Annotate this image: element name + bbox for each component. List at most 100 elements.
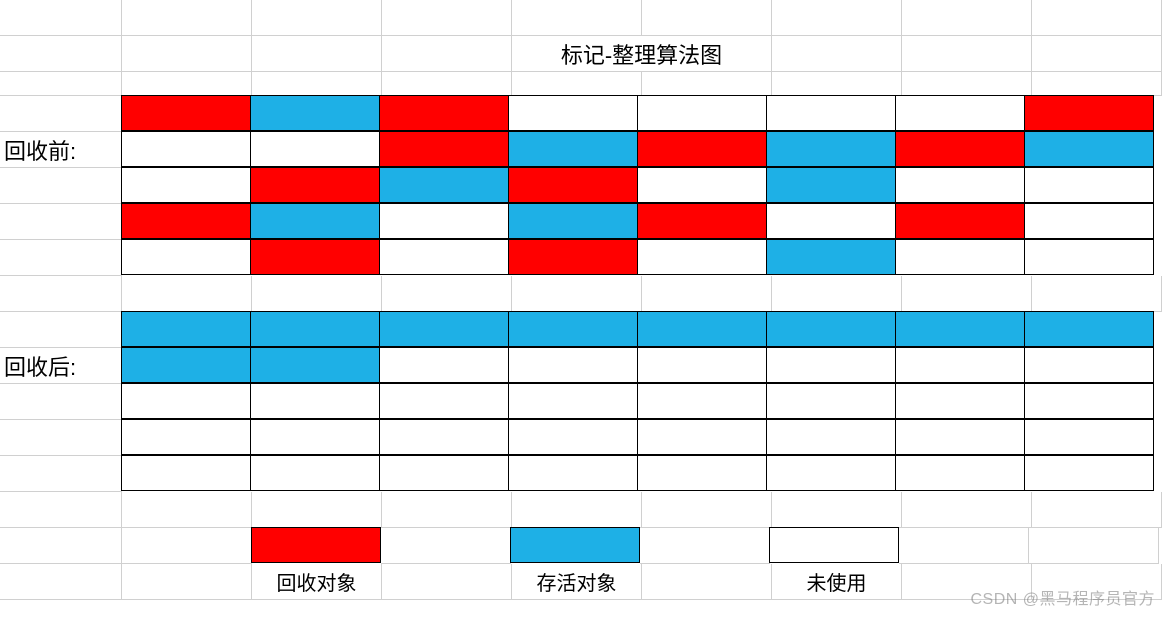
before-cell-r3-c5: [766, 203, 896, 239]
before-cell-r4-c0: [121, 239, 251, 275]
blank-cell: [1029, 528, 1159, 564]
before-cell-r3-c1: [250, 203, 380, 239]
blank-cell: [642, 0, 772, 36]
after-cell-r0-c1: [250, 311, 380, 347]
after-cell-r2-c5: [766, 383, 896, 419]
after-cell-r1-c6: [895, 347, 1025, 383]
blank-cell: [1032, 0, 1162, 36]
blank-cell: [772, 276, 902, 312]
after-cell-r3-c3: [508, 419, 638, 455]
before-cell-r0-c2: [379, 95, 509, 131]
before-cell-r1-c5: [766, 131, 896, 167]
before-cell-r0-c0: [121, 95, 251, 131]
after-cell-r4-c4: [637, 455, 767, 491]
blank-cell: [0, 456, 122, 492]
after-cell-r1-c4: [637, 347, 767, 383]
blank-cell: [902, 72, 1032, 96]
after-cell-r4-c1: [250, 455, 380, 491]
blank-cell: [0, 96, 122, 132]
blank-cell: [1032, 564, 1162, 600]
before-cell-r2-c5: [766, 167, 896, 203]
blank-cell: [122, 492, 252, 528]
before-cell-r0-c1: [250, 95, 380, 131]
legend-label-recycle: 回收对象: [252, 564, 382, 600]
after-cell-r1-c0: [121, 347, 251, 383]
before-cell-r3-c0: [121, 203, 251, 239]
after-cell-r0-c3: [508, 311, 638, 347]
legend-label-unused: 未使用: [772, 564, 902, 600]
before-cell-r2-c3: [508, 167, 638, 203]
legend-swatch-unused: [769, 527, 899, 563]
before-cell-r0-c3: [508, 95, 638, 131]
blank-cell: [0, 492, 122, 528]
legend-swatch-survive: [510, 527, 640, 563]
after-cell-r1-c7: [1024, 347, 1154, 383]
blank-cell: [382, 36, 512, 72]
before-cell-r4-c5: [766, 239, 896, 275]
blank-cell: [0, 276, 122, 312]
blank-cell: [902, 564, 1032, 600]
before-cell-r2-c1: [250, 167, 380, 203]
before-cell-r0-c7: [1024, 95, 1154, 131]
blank-cell: [0, 384, 122, 420]
before-cell-r2-c7: [1024, 167, 1154, 203]
after-cell-r4-c5: [766, 455, 896, 491]
blank-cell: [122, 528, 252, 564]
blank-cell: [381, 528, 511, 564]
before-cell-r3-c2: [379, 203, 509, 239]
blank-cell: [252, 0, 382, 36]
before-cell-r0-c6: [895, 95, 1025, 131]
before-cell-r3-c7: [1024, 203, 1154, 239]
before-cell-r1-c6: [895, 131, 1025, 167]
blank-cell: [1032, 276, 1162, 312]
blank-cell: [0, 168, 122, 204]
blank-cell: [512, 0, 642, 36]
after-cell-r4-c6: [895, 455, 1025, 491]
after-cell-r4-c7: [1024, 455, 1154, 491]
blank-cell: [0, 528, 122, 564]
blank-cell: [642, 492, 772, 528]
before-cell-r1-c3: [508, 131, 638, 167]
blank-cell: [902, 492, 1032, 528]
before-cell-r2-c4: [637, 167, 767, 203]
after-cell-r2-c3: [508, 383, 638, 419]
label-after: 回收后:: [0, 348, 122, 384]
before-cell-r4-c3: [508, 239, 638, 275]
before-cell-r4-c6: [895, 239, 1025, 275]
after-cell-r4-c0: [121, 455, 251, 491]
blank-cell: [902, 0, 1032, 36]
blank-cell: [122, 564, 252, 600]
after-cell-r1-c3: [508, 347, 638, 383]
after-cell-r2-c1: [250, 383, 380, 419]
before-cell-r4-c2: [379, 239, 509, 275]
blank-cell: [0, 312, 122, 348]
blank-cell: [382, 564, 512, 600]
after-cell-r2-c4: [637, 383, 767, 419]
after-cell-r3-c7: [1024, 419, 1154, 455]
after-cell-r3-c4: [637, 419, 767, 455]
after-cell-r2-c0: [121, 383, 251, 419]
before-cell-r1-c0: [121, 131, 251, 167]
diagram-title: 标记-整理算法图: [512, 36, 772, 72]
label-before: 回收前:: [0, 132, 122, 168]
after-cell-r1-c5: [766, 347, 896, 383]
blank-cell: [642, 72, 772, 96]
blank-cell: [772, 0, 902, 36]
blank-cell: [772, 36, 902, 72]
blank-cell: [122, 36, 252, 72]
blank-cell: [512, 72, 642, 96]
blank-cell: [0, 204, 122, 240]
after-cell-r3-c1: [250, 419, 380, 455]
blank-cell: [252, 276, 382, 312]
before-cell-r3-c4: [637, 203, 767, 239]
before-cell-r1-c2: [379, 131, 509, 167]
before-cell-r3-c6: [895, 203, 1025, 239]
blank-cell: [642, 564, 772, 600]
blank-cell: [382, 276, 512, 312]
blank-cell: [902, 276, 1032, 312]
blank-cell: [382, 72, 512, 96]
before-cell-r1-c4: [637, 131, 767, 167]
after-cell-r4-c3: [508, 455, 638, 491]
after-cell-r3-c5: [766, 419, 896, 455]
blank-cell: [512, 492, 642, 528]
